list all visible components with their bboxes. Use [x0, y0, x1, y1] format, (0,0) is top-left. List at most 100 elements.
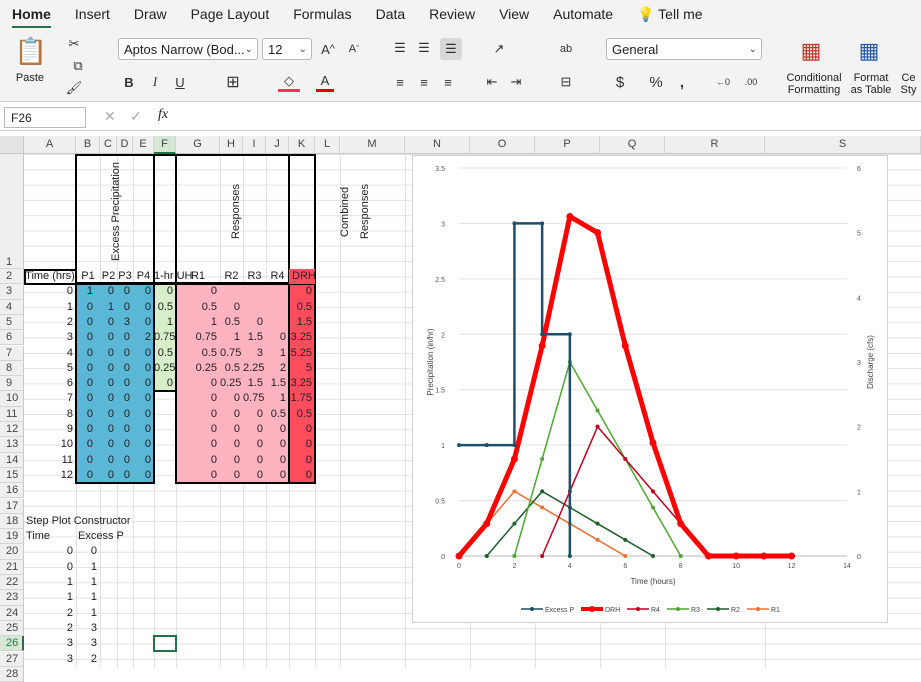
drh-cell[interactable]: 0.5 [296, 300, 312, 313]
step-excessp-cell[interactable]: 0 [90, 545, 97, 558]
time-cell[interactable]: 12 [60, 468, 73, 481]
p4-cell[interactable]: 0 [144, 300, 151, 313]
r4-cell[interactable]: 0 [279, 331, 286, 344]
increase-indent-icon[interactable]: ⇥ [510, 74, 522, 89]
drh-cell[interactable]: 0 [305, 453, 312, 466]
p3-cell[interactable]: 0 [123, 438, 130, 451]
p4-cell[interactable]: 0 [144, 453, 151, 466]
r4-cell[interactable]: 1 [279, 346, 286, 359]
p3-cell[interactable]: 0 [123, 285, 130, 298]
p4-cell[interactable]: 0 [144, 315, 151, 328]
p4-cell[interactable]: 0 [144, 346, 151, 359]
r1-cell[interactable]: 0 [210, 377, 217, 390]
align-right-icon[interactable]: ≡ [444, 74, 452, 90]
row-header-20[interactable]: 20 [0, 544, 24, 560]
tab-draw[interactable]: Draw [133, 6, 167, 22]
time-cell[interactable]: 10 [60, 438, 73, 451]
p4-cell[interactable]: 2 [144, 331, 151, 344]
p1-cell[interactable]: 0 [86, 377, 93, 390]
row-header-24[interactable]: 24 [0, 605, 24, 621]
r4-cell[interactable]: 0 [279, 468, 286, 481]
select-all-corner[interactable] [0, 136, 24, 154]
column-header-L[interactable]: L [315, 136, 340, 154]
header-cell[interactable]: R4 [270, 270, 285, 282]
drh-cell[interactable]: 5.25 [290, 346, 312, 359]
row-header-5[interactable]: 5 [0, 314, 24, 331]
r2-cell[interactable]: 0 [233, 468, 240, 481]
conditional-formatting-label[interactable]: Conditional Formatting [786, 72, 842, 96]
p3-cell[interactable]: 0 [123, 377, 130, 390]
row-header-19[interactable]: 19 [0, 529, 24, 545]
drh-cell[interactable]: 0 [305, 438, 312, 451]
row-header-23[interactable]: 23 [0, 590, 24, 606]
row-header-22[interactable]: 22 [0, 575, 24, 591]
cell-styles-label[interactable]: Ce Sty [900, 72, 917, 96]
row-header-27[interactable]: 27 [0, 651, 24, 667]
r2-cell[interactable]: 0 [233, 438, 240, 451]
font-color-icon[interactable]: A [316, 72, 334, 92]
uh-cell[interactable]: 0.75 [154, 331, 176, 344]
drh-cell[interactable]: 0 [305, 285, 312, 298]
row-header-9[interactable]: 9 [0, 376, 24, 392]
header-cell[interactable]: P1 [81, 270, 95, 282]
decrease-decimal-icon[interactable]: .00 [744, 77, 758, 87]
p3-cell[interactable]: 0 [123, 392, 130, 405]
step-time-cell[interactable]: 1 [66, 576, 73, 588]
r4-cell[interactable] [266, 300, 289, 315]
p1-cell[interactable]: 0 [86, 361, 93, 374]
r2-cell[interactable]: 0.5 [224, 315, 240, 328]
column-header-J[interactable]: J [266, 136, 289, 154]
function-icon[interactable]: fx [158, 107, 169, 122]
r2-cell[interactable]: 0.25 [220, 377, 242, 390]
r3-cell[interactable]: 0 [256, 315, 263, 328]
tab-home[interactable]: Home [0, 6, 63, 29]
r4-cell[interactable]: 2 [279, 361, 286, 374]
column-header-E[interactable]: E [133, 136, 154, 154]
p1-cell[interactable]: 0 [86, 315, 93, 328]
uh-cell[interactable]: 0.5 [157, 346, 173, 359]
percent-icon[interactable]: % [649, 73, 663, 91]
p3-cell[interactable]: 0 [123, 331, 130, 344]
cancel-icon[interactable]: ✕ [104, 108, 116, 124]
tab-data[interactable]: Data [375, 6, 406, 22]
p2-cell[interactable]: 0 [107, 377, 114, 390]
column-header-R[interactable]: R [665, 136, 765, 154]
r2-cell[interactable] [220, 284, 243, 299]
step-time-header[interactable]: Time [26, 530, 51, 543]
time-cell[interactable]: 8 [66, 407, 73, 420]
drh-cell[interactable]: 3.25 [290, 377, 312, 390]
drh-cell[interactable]: 1.5 [296, 315, 312, 328]
row-header-10[interactable]: 10 [0, 391, 24, 407]
p4-cell[interactable]: 0 [144, 423, 151, 435]
drh-cell[interactable]: 3.25 [290, 331, 312, 344]
time-cell[interactable]: 4 [66, 346, 73, 359]
step-excessp-cell[interactable]: 3 [90, 621, 97, 634]
column-header-B[interactable]: B [76, 136, 100, 154]
p4-cell[interactable]: 0 [144, 407, 151, 420]
column-header-G[interactable]: G [176, 136, 220, 154]
column-header-K[interactable]: K [289, 136, 315, 154]
column-header-S[interactable]: S [765, 136, 921, 154]
bold-icon[interactable]: B [124, 74, 134, 90]
r2-cell[interactable]: 0 [233, 423, 240, 435]
enter-icon[interactable]: ✓ [130, 108, 142, 124]
header-cell[interactable]: 1-hr UH [154, 270, 193, 282]
align-left-icon[interactable]: ≡ [396, 74, 404, 90]
r3-cell[interactable]: 1.5 [247, 331, 263, 344]
step-excessp-cell[interactable]: 1 [90, 606, 97, 619]
column-header-F[interactable]: F [154, 136, 176, 154]
formula-input[interactable] [182, 107, 917, 127]
r3-cell[interactable]: 0 [256, 407, 263, 420]
p2-cell[interactable]: 0 [107, 453, 114, 466]
row-header-21[interactable]: 21 [0, 559, 24, 575]
p2-cell[interactable]: 0 [107, 285, 114, 298]
r3-cell[interactable]: 0 [256, 468, 263, 481]
r3-cell[interactable] [243, 284, 266, 299]
row-header-17[interactable]: 17 [0, 498, 24, 514]
time-cell[interactable]: 3 [66, 331, 73, 344]
step-time-cell[interactable]: 3 [66, 637, 73, 650]
step-excessp-cell[interactable]: 1 [90, 560, 97, 573]
p2-cell[interactable]: 0 [107, 392, 114, 405]
tab-formulas[interactable]: Formulas [293, 6, 352, 22]
r1-cell[interactable]: 0.5 [201, 346, 217, 359]
